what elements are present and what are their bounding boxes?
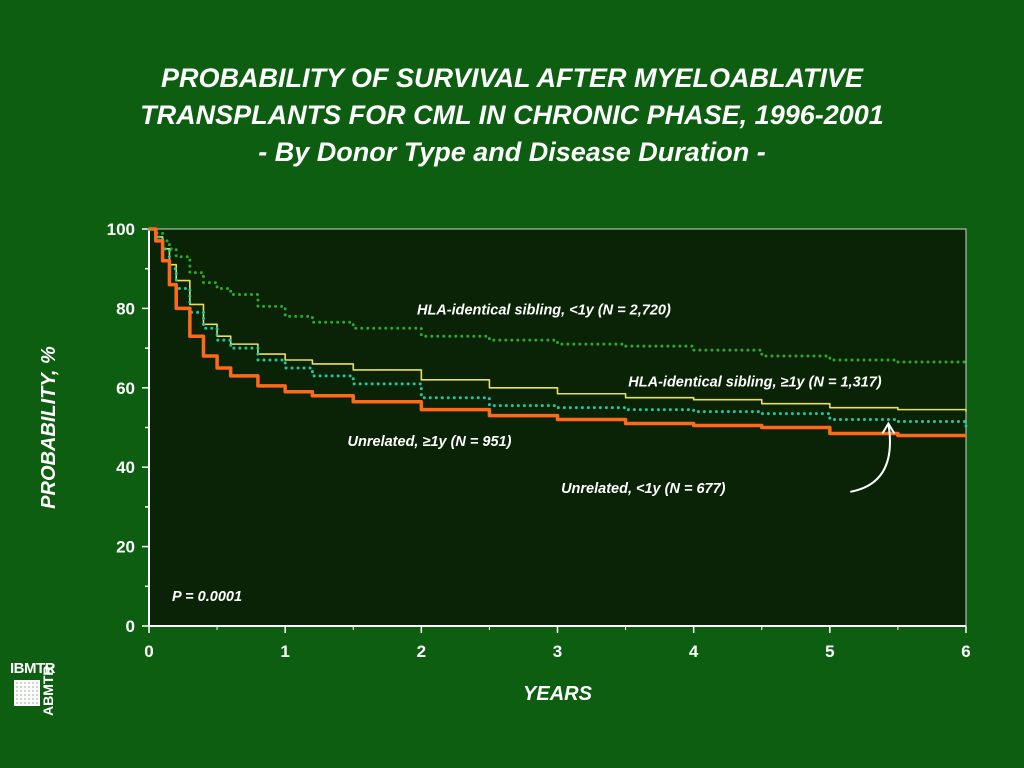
- x-tick-label: 3: [553, 642, 562, 661]
- arrow-head: [881, 421, 896, 435]
- x-axis-label: YEARS: [523, 683, 593, 705]
- p-value-annotation: P = 0.0001: [172, 589, 242, 605]
- x-tick-label: 4: [689, 642, 699, 661]
- curve-label-4: Unrelated, <1y (N = 677): [561, 481, 726, 497]
- title-line-3: - By Donor Type and Disease Duration -: [258, 137, 766, 167]
- curve-label-1: HLA-identical sibling, <1y (N = 2,720): [417, 302, 671, 318]
- logo-grid-icon: [14, 680, 40, 706]
- chart-title: PROBABILITY OF SURVIVAL AFTER MYELOABLAT…: [0, 60, 1024, 171]
- curve-label-3: Unrelated, ≥1y (N = 951): [348, 434, 512, 450]
- ibmtr-abmtr-logo: IBMTR ABMTR: [10, 660, 70, 720]
- series-line-3: [147, 227, 968, 431]
- x-tick-label: 1: [280, 642, 289, 661]
- y-tick-label: 40: [116, 458, 135, 477]
- y-tick-label: 60: [116, 379, 135, 398]
- y-tick-label: 80: [116, 299, 135, 318]
- series-line-2: [149, 228, 967, 412]
- y-tick-label: 100: [107, 220, 135, 239]
- x-tick-label: 5: [825, 642, 834, 661]
- plot-area: [148, 228, 967, 627]
- x-tick-label: 2: [417, 642, 426, 661]
- title-line-2: TRANSPLANTS FOR CML IN CHRONIC PHASE, 19…: [140, 100, 884, 130]
- y-tick-label: 0: [126, 617, 135, 636]
- x-tick-label: 6: [961, 642, 970, 661]
- arrow-line: [850, 423, 891, 493]
- logo-side-text: ABMTR: [40, 665, 56, 716]
- curve-label-2: HLA-identical sibling, ≥1y (N = 1,317): [628, 375, 881, 391]
- logo-top-text: IBMTR: [10, 660, 56, 677]
- series-line-4: [149, 227, 966, 438]
- x-tick-label: 0: [144, 642, 153, 661]
- y-tick-label: 20: [116, 538, 135, 557]
- y-axis-label: PROBABILITY, %: [38, 346, 60, 509]
- title-line-1: PROBABILITY OF SURVIVAL AFTER MYELOABLAT…: [160, 63, 864, 93]
- series-line-1: [147, 227, 968, 368]
